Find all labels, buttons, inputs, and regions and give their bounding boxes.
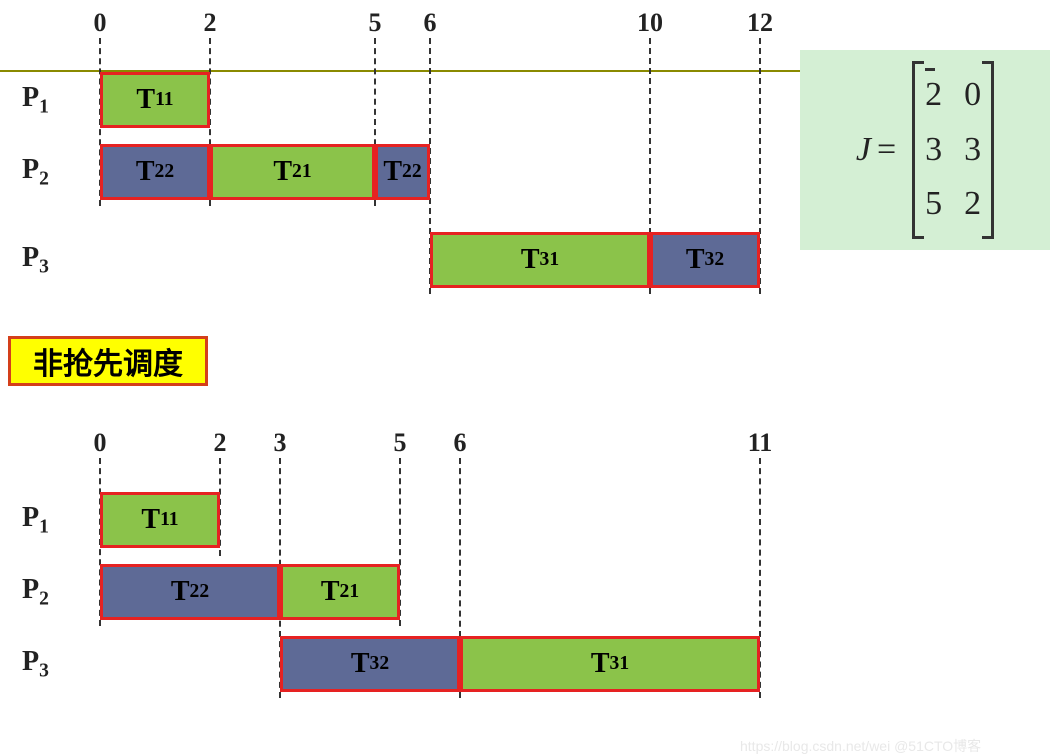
matrix-lhs: J: [856, 131, 871, 169]
tick-label: 12: [747, 8, 773, 38]
row-label-P2: P2: [22, 574, 49, 611]
m-r1c0: 3: [925, 123, 942, 177]
task-T22: T22: [100, 144, 210, 200]
m-r0c0: 2: [925, 68, 942, 122]
task-T22: T22: [100, 564, 280, 620]
tick-label: 6: [454, 428, 467, 458]
tick-label: 5: [394, 428, 407, 458]
m-r1c1: 3: [964, 123, 981, 177]
task-T21: T21: [210, 144, 375, 200]
row-label-P2: P2: [22, 154, 49, 191]
diagram-canvas: J = 20 33 52 非抢先调度 https://blog.csdn.net…: [0, 0, 1058, 756]
task-T11: T11: [100, 492, 220, 548]
matrix-bracket: 20 33 52: [912, 64, 994, 235]
m-r0c1: 0: [964, 68, 981, 122]
task-T11: T11: [100, 72, 210, 128]
tick-label: 3: [274, 428, 287, 458]
matrix-eq-sign: =: [877, 131, 896, 169]
task-T21: T21: [280, 564, 400, 620]
task-T31: T31: [430, 232, 650, 288]
tick-label: 0: [94, 428, 107, 458]
task-T31: T31: [460, 636, 760, 692]
tick-label: 2: [204, 8, 217, 38]
tick-label: 5: [369, 8, 382, 38]
scheduling-mode-badge: 非抢先调度: [8, 336, 208, 386]
row-label-P3: P3: [22, 646, 49, 683]
row-label-P1: P1: [22, 82, 49, 119]
tick-label: 6: [424, 8, 437, 38]
task-T32: T32: [280, 636, 460, 692]
row-label-P1: P1: [22, 502, 49, 539]
tick-label: 11: [748, 428, 773, 458]
row-label-P3: P3: [22, 242, 49, 279]
tick-label: 0: [94, 8, 107, 38]
tick-label: 2: [214, 428, 227, 458]
tick-label: 10: [637, 8, 663, 38]
m-r2c0: 5: [925, 177, 942, 231]
task-T32: T32: [650, 232, 760, 288]
watermark: https://blog.csdn.net/wei @51CTO博客: [740, 736, 981, 756]
task-T22: T22: [375, 144, 430, 200]
matrix-J: J = 20 33 52: [800, 50, 1050, 250]
m-r2c1: 2: [964, 177, 981, 231]
badge-text: 非抢先调度: [33, 339, 183, 383]
